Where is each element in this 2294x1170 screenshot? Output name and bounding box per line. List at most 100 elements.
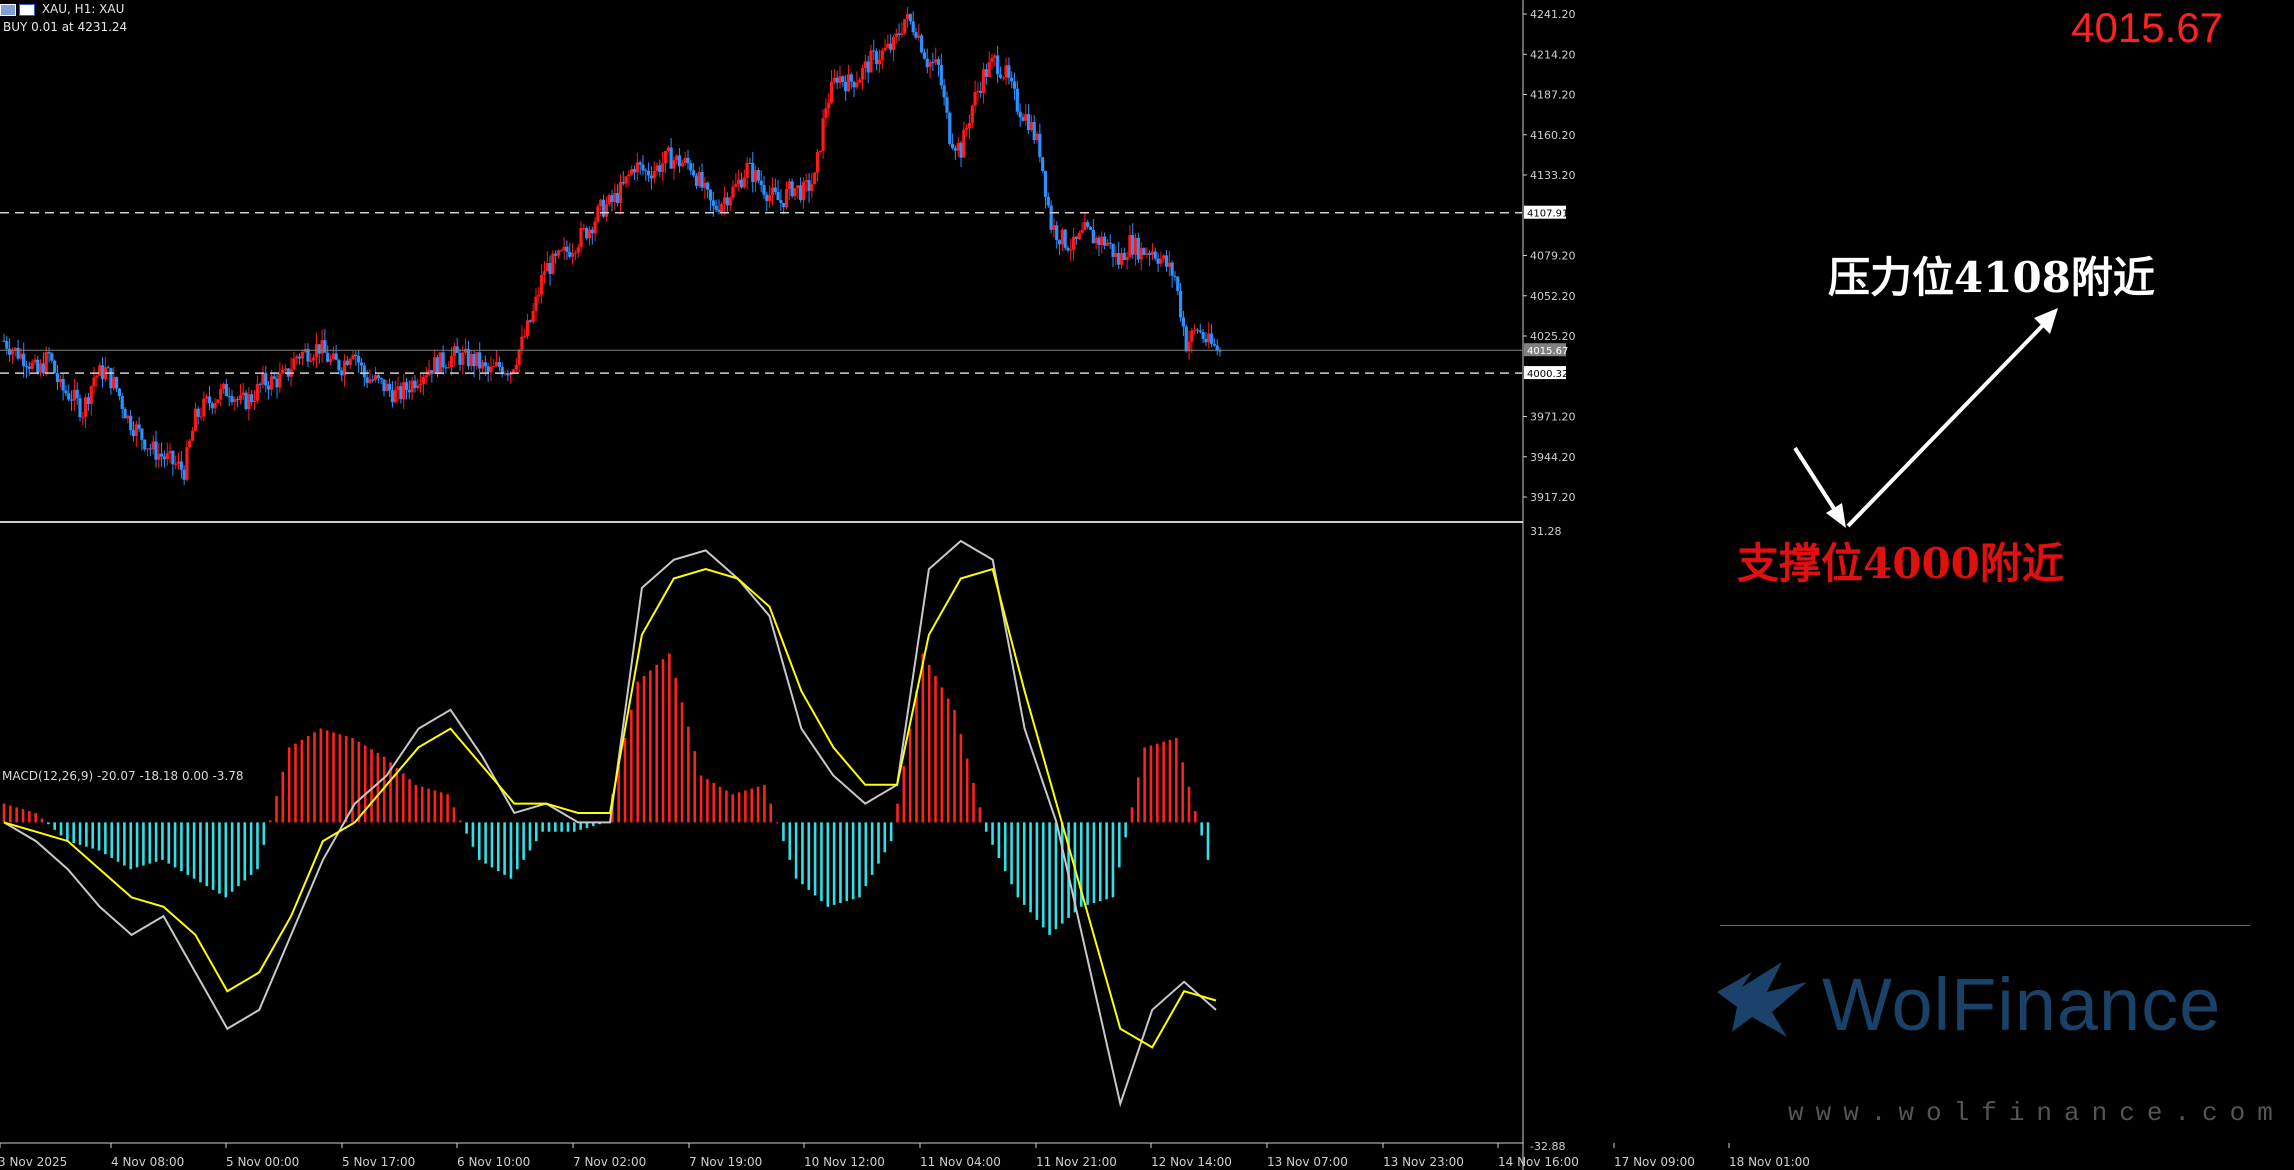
bear-candle bbox=[129, 415, 133, 431]
bull-candle bbox=[815, 152, 820, 173]
histogram-bar-positive bbox=[1156, 743, 1159, 823]
bull-candle bbox=[1128, 234, 1132, 258]
bull-candle bbox=[579, 228, 583, 248]
bear-candle bbox=[430, 370, 434, 374]
histogram-bar-negative bbox=[832, 822, 836, 905]
bear-candle bbox=[114, 377, 119, 389]
histogram-bar-negative bbox=[813, 822, 817, 896]
histogram-bar-negative bbox=[1092, 822, 1096, 904]
histogram-bar-negative bbox=[243, 822, 247, 881]
bear-candle bbox=[196, 408, 200, 417]
bull-candle bbox=[89, 386, 93, 404]
bull-candle bbox=[205, 396, 209, 399]
bull-candle bbox=[663, 151, 668, 164]
bear-candle bbox=[258, 383, 262, 385]
bear-candle bbox=[984, 69, 988, 77]
bull-candle bbox=[810, 184, 814, 191]
histogram-bar-positive bbox=[433, 790, 437, 823]
bear-candle bbox=[872, 50, 876, 52]
bull-candle bbox=[672, 160, 676, 169]
bull-candle bbox=[281, 370, 285, 374]
histogram-bar-negative bbox=[864, 822, 868, 887]
bear-candle bbox=[131, 430, 136, 437]
bull-candle bbox=[1125, 257, 1129, 261]
histogram-bar-negative bbox=[129, 822, 133, 870]
bull-candle bbox=[447, 367, 451, 369]
bull-candle bbox=[112, 377, 116, 389]
bear-candle bbox=[1164, 255, 1169, 267]
bear-candle bbox=[340, 370, 344, 376]
bull-candle bbox=[599, 199, 603, 207]
histogram-bar-positive bbox=[439, 792, 443, 823]
histogram-bar-negative bbox=[579, 822, 582, 830]
bull-candle bbox=[433, 357, 437, 374]
histogram-bar-negative bbox=[1206, 822, 1210, 860]
histogram-bar-negative bbox=[97, 822, 101, 851]
bull-candle bbox=[1100, 236, 1104, 245]
bear-candle bbox=[497, 361, 502, 367]
histogram-bar-negative bbox=[224, 822, 228, 898]
bear-candle bbox=[117, 388, 122, 397]
histogram-bar-negative bbox=[541, 822, 544, 832]
histogram-bar-positive bbox=[630, 709, 633, 823]
histogram-bar-negative bbox=[515, 822, 519, 870]
time-tick-label: 17 Nov 09:00 bbox=[1614, 1155, 1695, 1169]
bull-candle bbox=[562, 246, 566, 251]
candlestick-series bbox=[2, 7, 1222, 486]
histogram-bar-positive bbox=[642, 676, 646, 823]
bear-candle bbox=[486, 366, 490, 373]
bull-candle bbox=[233, 399, 237, 403]
bull-candle bbox=[722, 197, 727, 204]
bear-candle bbox=[807, 180, 811, 191]
bear-candle bbox=[1055, 225, 1059, 241]
bull-candle bbox=[13, 347, 17, 351]
bull-candle bbox=[956, 142, 960, 151]
bull-candle bbox=[92, 377, 96, 387]
price-tag-bg bbox=[1524, 205, 1566, 219]
bull-candle bbox=[1207, 333, 1211, 343]
bull-candle bbox=[1069, 249, 1073, 251]
time-tick-label: 13 Nov 23:00 bbox=[1383, 1155, 1464, 1169]
bull-candle bbox=[582, 227, 586, 229]
bull-candle bbox=[190, 430, 195, 441]
bear-candle bbox=[1204, 338, 1208, 343]
bull-candle bbox=[573, 252, 578, 254]
bull-candle bbox=[151, 441, 155, 450]
bear-candle bbox=[357, 356, 361, 363]
bull-candle bbox=[269, 376, 274, 390]
histogram-bar-negative bbox=[807, 822, 811, 890]
bull-candle bbox=[165, 453, 169, 460]
bull-candle bbox=[607, 195, 611, 205]
bull-candle bbox=[877, 59, 882, 65]
bear-candle bbox=[224, 383, 228, 397]
bull-candle bbox=[95, 375, 99, 378]
watermark-brand: WolFinance bbox=[1822, 963, 2222, 1046]
bear-candle bbox=[621, 181, 625, 184]
chart-icon[interactable] bbox=[0, 3, 16, 16]
bull-candle bbox=[10, 350, 15, 355]
histogram-bar-positive bbox=[1181, 762, 1184, 823]
time-tick-label: 7 Nov 02:00 bbox=[573, 1155, 646, 1169]
bear-candle bbox=[773, 187, 777, 193]
histogram-bar-positive bbox=[34, 812, 37, 823]
bear-candle bbox=[162, 456, 167, 460]
macd-panel bbox=[2, 539, 2250, 1108]
bear-candle bbox=[1198, 330, 1202, 333]
bull-candle bbox=[813, 172, 817, 185]
bear-candle bbox=[939, 64, 943, 86]
histogram-bar-negative bbox=[1010, 822, 1013, 885]
bull-candle bbox=[278, 373, 282, 388]
bull-candle bbox=[312, 357, 316, 361]
bear-candle bbox=[945, 97, 949, 113]
histogram-bar-positive bbox=[420, 786, 424, 823]
histogram-bar-positive bbox=[927, 664, 931, 823]
bear-candle bbox=[16, 347, 20, 359]
bear-candle bbox=[844, 81, 848, 92]
bear-candle bbox=[776, 192, 780, 201]
bull-candle bbox=[720, 203, 724, 212]
time-tick-label: 11 Nov 21:00 bbox=[1036, 1155, 1117, 1169]
bear-candle bbox=[326, 352, 330, 362]
histogram-bar-negative bbox=[851, 822, 855, 900]
trade-icon[interactable] bbox=[19, 3, 35, 16]
bull-candle bbox=[517, 349, 521, 365]
